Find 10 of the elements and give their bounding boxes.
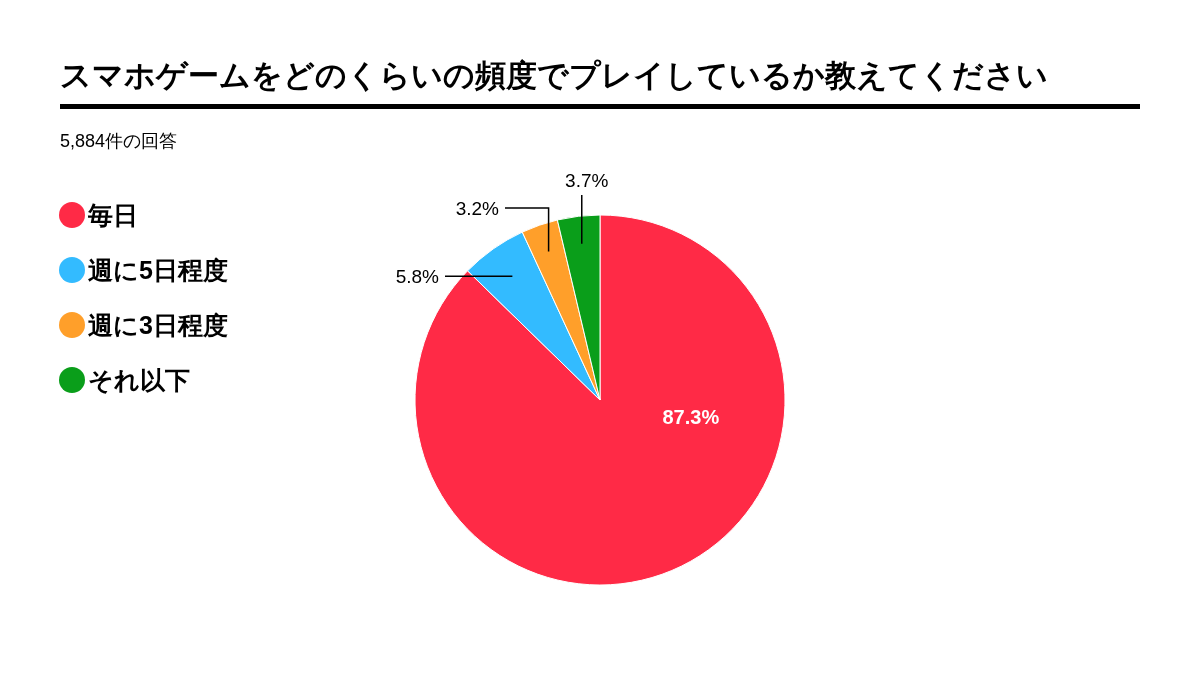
chart-subtitle: 5,884件の回答: [60, 131, 178, 151]
data-label: 3.7%: [565, 170, 609, 191]
legend-label: 毎日: [87, 201, 138, 229]
data-label: 5.8%: [395, 266, 440, 288]
chart-title: スマホゲームをどのくらいの頻度でプレイしているか教えてください: [60, 58, 1048, 93]
legend-label: それ以下: [88, 366, 190, 394]
legend-label: 週に5日程度: [88, 256, 228, 284]
data-label: 3.2%: [455, 198, 500, 219]
data-label: 87.3%: [662, 406, 720, 429]
legend-label: 週に3日程度: [88, 311, 228, 339]
